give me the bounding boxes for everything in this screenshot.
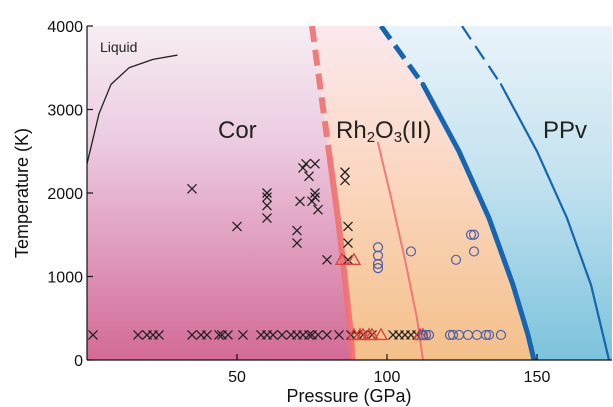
data-point-cross (277, 329, 287, 340)
x-tick-label: 150 (524, 369, 551, 386)
data-point-circle (468, 229, 480, 240)
data-point-cross (187, 183, 197, 194)
boundary-melting (87, 54, 178, 165)
data-point-cross (304, 329, 314, 340)
boundary-rh2o3-ppv-thick-dashed (378, 26, 426, 86)
data-point-cross (343, 238, 353, 249)
y-tick-label: 4000 (47, 19, 83, 36)
data-point-circle (465, 229, 477, 240)
data-point-cross (262, 192, 272, 203)
boundary-rh2o3-ppv-thin-dashed (461, 26, 502, 86)
data-point-cross (295, 196, 305, 207)
x-axis-title: Pressure (GPa) (286, 386, 411, 406)
y-tick-label: 3000 (47, 103, 83, 120)
boundary-cor-rh2o3-thick (327, 156, 356, 360)
data-point-circle (450, 254, 462, 265)
boundary-rh2o3-ppv-thin (499, 83, 611, 360)
data-point-cross (313, 204, 323, 215)
data-point-cross (343, 221, 353, 232)
data-point-cross (310, 158, 320, 169)
data-point-circle (372, 250, 384, 261)
data-point-circle (372, 258, 384, 270)
data-point-cross (343, 254, 353, 265)
data-point-cross (133, 329, 143, 340)
data-point-cross (187, 329, 197, 340)
data-point-cross (310, 188, 320, 198)
y-tick-label: 0 (74, 353, 83, 370)
rh2o3-region (312, 26, 534, 360)
data-point-cross (340, 167, 350, 178)
data-point-triangle (334, 252, 350, 265)
data-point-circle (423, 329, 435, 341)
y-tick-label: 1000 (47, 270, 83, 287)
data-point-cross (262, 213, 272, 224)
rh2o3-phase-label: Rh2O3(II) (336, 117, 431, 146)
data-point-cross (322, 329, 332, 340)
corundum-region (87, 26, 353, 360)
data-point-triangle (346, 252, 362, 265)
data-point-cross (307, 196, 317, 207)
data-point-circle (372, 263, 384, 274)
ppv-phase-label: PPv (543, 117, 587, 144)
data-point-circle (483, 329, 495, 341)
data-point-circle (480, 329, 492, 341)
data-point-cross (262, 188, 272, 198)
data-point-circle (372, 242, 384, 253)
data-point-cross (238, 329, 248, 340)
data-point-circle (405, 246, 417, 257)
data-point-cross (262, 200, 272, 211)
y-tick-label: 2000 (47, 186, 83, 203)
data-point-cross (298, 162, 308, 173)
data-point-cross (334, 329, 344, 340)
data-point-cross (292, 225, 302, 236)
data-point-cross (301, 158, 311, 169)
data-point-circle (417, 329, 429, 341)
data-point-cross (202, 329, 212, 340)
data-point-cross (214, 329, 224, 340)
data-point-cross (292, 238, 302, 249)
cor-phase-label: Cor (218, 117, 257, 144)
data-point-cross (340, 175, 350, 186)
data-point-cross (154, 329, 164, 340)
x-tick-label: 50 (228, 369, 246, 386)
liquid-phase-label: Liquid (100, 39, 137, 55)
data-point-triangle (364, 327, 380, 341)
data-point-cross (304, 171, 314, 182)
y-axis-title: Temperature (K) (12, 128, 32, 258)
data-point-cross (223, 329, 233, 340)
data-point-cross (268, 329, 278, 340)
data-point-circle (468, 246, 480, 257)
data-point-triangle (373, 327, 389, 341)
data-point-cross (232, 221, 242, 232)
data-point-cross (313, 329, 323, 340)
data-point-circle (447, 329, 459, 341)
data-point-cross (310, 192, 320, 203)
data-point-cross (88, 329, 98, 340)
boundary-rh2o3-ppv-thick (420, 81, 537, 360)
data-point-cross (322, 254, 332, 265)
data-point-circle (420, 329, 432, 341)
x-tick-label: 100 (374, 369, 401, 386)
data-point-circle (495, 329, 507, 341)
